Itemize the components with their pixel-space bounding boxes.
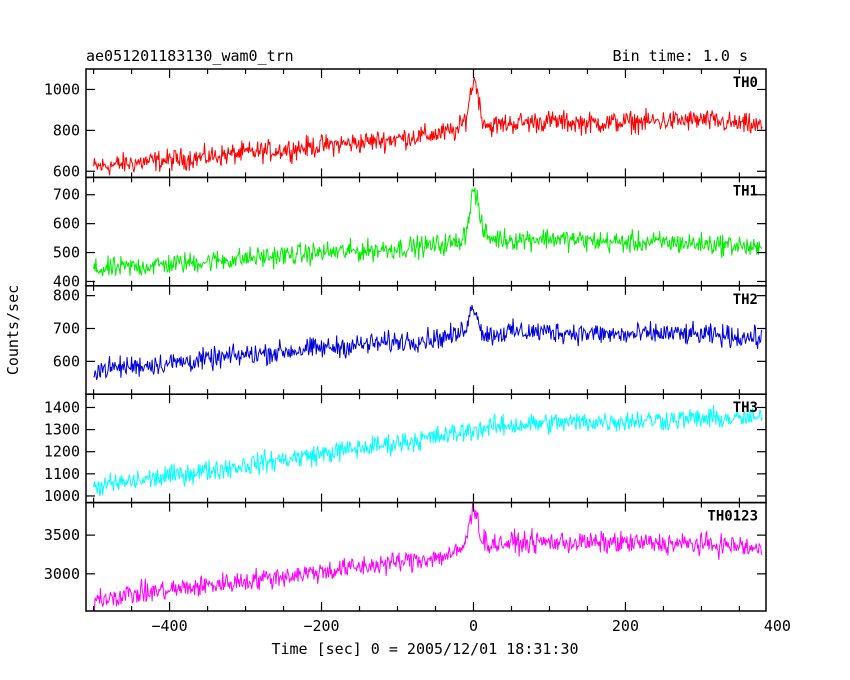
panel-th0123: 3000 3500 TH0123 <box>44 501 767 612</box>
y-tick-label: 700 <box>53 320 80 338</box>
x-tick-label: −400 <box>152 617 188 635</box>
panel-th3: 1000 1100 1200 1300 1400 TH3 <box>44 393 767 505</box>
y-tick-label: 800 <box>53 121 80 139</box>
y-tick-label: 700 <box>53 186 80 204</box>
panel-frame <box>85 501 767 612</box>
panel-frame <box>85 285 767 395</box>
bin-time-label: Bin time: 1.0 s <box>613 47 748 65</box>
y-tick-label: 800 <box>53 287 80 305</box>
panels-group: 600 800 1000 TH0 400 500 600 700 TH1 600 700 800 TH2… <box>44 68 791 635</box>
y-tick-label: 400 <box>53 272 80 290</box>
panel-frame <box>85 393 767 504</box>
x-tick-label: 200 <box>612 617 639 635</box>
panel-label: TH1 <box>733 183 758 199</box>
series-line-th2 <box>93 304 763 380</box>
y-tick-label: 600 <box>53 162 80 180</box>
panel-frame <box>85 176 767 287</box>
y-tick-label: 500 <box>53 244 80 262</box>
panel-label: TH2 <box>733 292 758 308</box>
y-tick-label: 1000 <box>44 487 80 505</box>
y-tick-label: 1400 <box>44 398 80 416</box>
panel-label: TH0 <box>733 75 758 91</box>
y-tick-label: 3000 <box>44 565 80 583</box>
series-line-th1 <box>93 187 763 277</box>
x-tick-label: 0 <box>469 617 478 635</box>
panel-th0: 600 800 1000 TH0 <box>44 68 767 180</box>
x-tick-label: −200 <box>303 617 339 635</box>
y-tick-label: 1200 <box>44 443 80 461</box>
series-line-th3 <box>93 405 763 497</box>
y-tick-label: 3500 <box>44 526 80 544</box>
panel-th2: 600 700 800 TH2 <box>53 285 767 395</box>
y-tick-label: 1000 <box>44 80 80 98</box>
y-tick-label: 600 <box>53 352 80 370</box>
panel-label: TH3 <box>733 400 758 416</box>
y-tick-label: 600 <box>53 215 80 233</box>
series-line-th0 <box>93 76 763 176</box>
series-line-th0123 <box>93 502 763 611</box>
y-tick-label: 1300 <box>44 421 80 439</box>
y-axis-label: Counts/sec <box>4 285 22 375</box>
y-tick-label: 1100 <box>44 465 80 483</box>
x-tick-label: 400 <box>764 617 791 635</box>
panel-th1: 400 500 600 700 TH1 <box>53 176 767 290</box>
panel-label: TH0123 <box>707 509 758 525</box>
x-axis-label: Time [sec] 0 = 2005/12/01 18:31:30 <box>271 640 578 658</box>
panel-frame <box>85 68 767 179</box>
chart-title: ae051201183130_wam0_trn <box>86 47 294 65</box>
